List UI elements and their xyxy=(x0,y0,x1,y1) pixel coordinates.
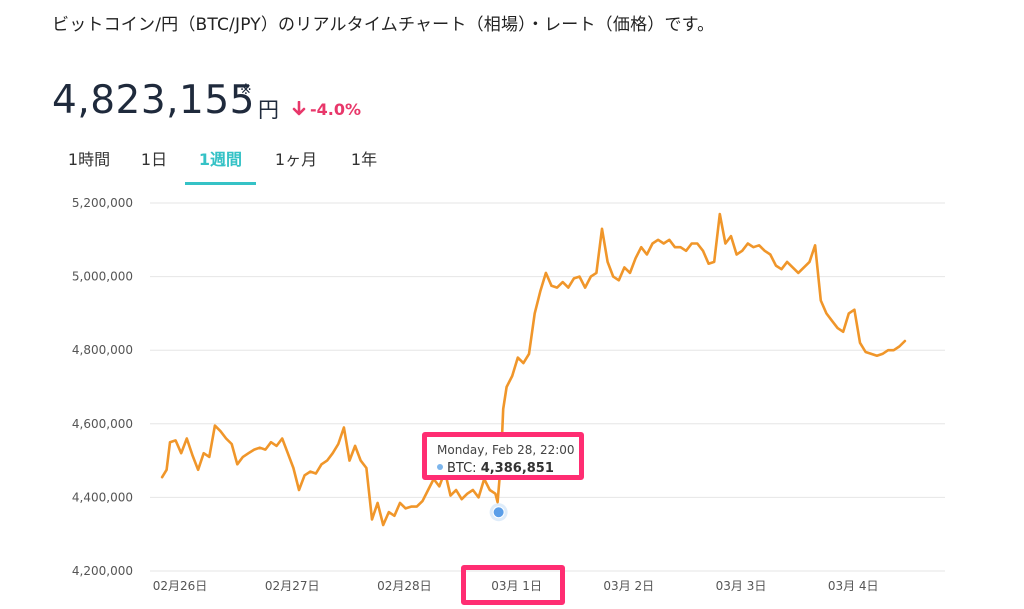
y-tick-label: 5,200,000 xyxy=(72,196,133,210)
y-tick-label: 4,200,000 xyxy=(72,564,133,578)
tooltip-value: 4,386,851 xyxy=(480,461,554,476)
y-tick-label: 4,800,000 xyxy=(72,343,133,357)
x-tick-label: 02月27日 xyxy=(265,579,320,593)
price-note-mark: ※ xyxy=(240,82,252,98)
x-tick-label: 03月 4日 xyxy=(828,579,879,593)
y-tick-label: 5,000,000 xyxy=(72,270,133,284)
tab-1-week[interactable]: 1週間 xyxy=(185,146,256,185)
date-highlight-box xyxy=(461,565,565,605)
tooltip-series-name: BTC: xyxy=(447,461,477,476)
series-marker-icon xyxy=(437,464,443,470)
price-chart: 4,200,000 4,400,000 4,600,000 4,800,000 5,00… xyxy=(72,196,945,593)
series-line-btc xyxy=(160,212,907,527)
x-tick-label: 03月 2日 xyxy=(603,579,654,593)
tab-1-day[interactable]: 1日 xyxy=(140,150,168,169)
x-tick-label: 03月 1日 xyxy=(491,579,542,593)
tab-1-year[interactable]: 1年 xyxy=(350,150,378,169)
y-tick-label: 4,600,000 xyxy=(72,417,133,431)
tab-1-hour[interactable]: 1時間 xyxy=(67,150,111,169)
price-change-value: -4.0% xyxy=(310,100,362,119)
tooltip-date: Monday, Feb 28, 22:00 xyxy=(437,443,575,457)
x-tick-label: 02月28日 xyxy=(377,579,432,593)
chart-tooltip: Monday, Feb 28, 22:00 BTC: 4,386,851 xyxy=(422,432,584,480)
x-tick-label: 02月26日 xyxy=(153,579,208,593)
tab-1-month[interactable]: 1ヶ月 xyxy=(274,150,318,169)
hover-point[interactable] xyxy=(492,506,505,519)
price-change: -4.0% xyxy=(292,100,361,119)
x-tick-label: 03月 3日 xyxy=(716,579,767,593)
tooltip-series-line: BTC: 4,386,851 xyxy=(437,461,579,476)
arrow-down-icon xyxy=(292,101,306,116)
current-price: 4,823,155 xyxy=(52,78,255,123)
price-unit: 円 xyxy=(258,98,279,122)
y-tick-label: 4,400,000 xyxy=(72,490,133,504)
page-headline: ビットコイン/円（BTC/JPY）のリアルタイムチャート（相場）・レート（価格）… xyxy=(52,15,715,35)
